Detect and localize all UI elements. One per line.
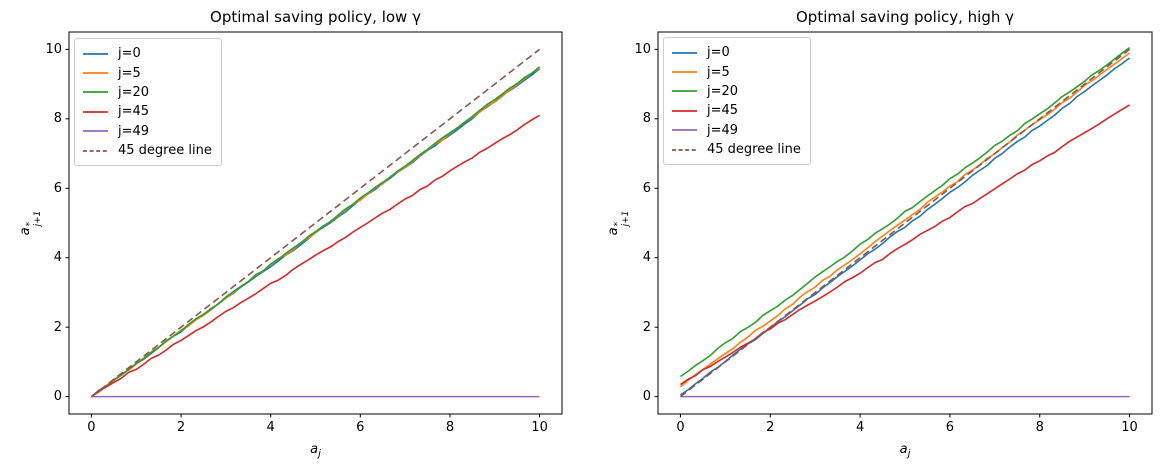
series-line-j-20 — [90, 66, 541, 398]
legend-swatch-line-icon — [83, 130, 108, 133]
x-tick-label: 4 — [855, 420, 865, 435]
legend-swatch-line-icon — [672, 71, 697, 73]
x-tick-label: 10 — [531, 420, 548, 435]
y-tick-label: 4 — [53, 250, 62, 266]
y-tick-label: 6 — [642, 180, 651, 196]
y-tick-label: 10 — [45, 41, 62, 57]
left-subplot-title: Optimal saving policy, low γ — [210, 8, 421, 26]
legend-swatch-line-icon — [672, 148, 697, 151]
series-line-45-degree-line — [90, 48, 541, 398]
left-xaxis-label: aj — [310, 442, 321, 460]
series-line-45-degree-line — [679, 48, 1131, 398]
legend-swatch-line-icon — [83, 111, 108, 113]
right-subplot-title: Optimal saving policy, high γ — [795, 8, 1014, 26]
legend-item-j-0: j=0 — [672, 43, 801, 62]
y-tick-label: 2 — [642, 319, 651, 335]
legend-label: j=20 — [707, 83, 739, 99]
legend-swatch-line-icon — [83, 72, 108, 74]
legend-swatch-line-icon — [83, 149, 108, 152]
left-legend: j=0 j=5 j=20 j=45 j=49 45 degree line — [74, 38, 222, 167]
x-tick-label: 10 — [1121, 420, 1138, 435]
y-tick-label: 0 — [53, 389, 62, 405]
y-tick-label: 8 — [53, 111, 62, 127]
legend-swatch-line-icon — [672, 129, 697, 132]
axes-spine — [657, 31, 1153, 415]
right-legend: j=0 j=5 j=20 j=45 j=49 45 degree line — [663, 37, 811, 166]
legend-label: 45 degree line — [118, 143, 212, 159]
left-yaxis-label: a * j+1 — [18, 210, 43, 236]
legend-label: j=5 — [707, 64, 730, 80]
legend-swatch-line-icon — [672, 90, 697, 93]
right-xaxis-label: aj — [899, 442, 911, 460]
legend-item-j-0: j=0 — [83, 44, 212, 63]
legend-item-j-49: j=49 — [672, 121, 801, 140]
legend-swatch-line-icon — [83, 91, 108, 94]
legend-swatch-line-icon — [672, 51, 697, 54]
legend-item-45-degree-line: 45 degree line — [83, 141, 212, 160]
x-tick-label: 2 — [766, 420, 775, 435]
legend-item-j-45: j=45 — [83, 102, 212, 121]
legend-label: j=0 — [707, 45, 730, 61]
legend-item-j-20: j=20 — [672, 82, 801, 101]
legend-item-45-degree-line: 45 degree line — [672, 140, 801, 159]
legend-label: 45 degree line — [707, 142, 801, 158]
legend-item-j-49: j=49 — [83, 122, 212, 141]
x-tick-label: 6 — [945, 420, 955, 435]
legend-label: j=5 — [118, 65, 141, 81]
legend-item-j-5: j=5 — [83, 63, 212, 82]
series-line-j-45 — [90, 114, 540, 398]
right-yaxis-label: a * j+1 — [606, 210, 631, 236]
y-tick-label: 4 — [642, 250, 651, 266]
y-tick-label: 6 — [53, 180, 62, 196]
legend-label: j=45 — [707, 103, 739, 119]
x-tick-label: 8 — [445, 420, 455, 435]
series-line-j-5 — [679, 52, 1131, 388]
legend-item-j-5: j=5 — [672, 62, 801, 81]
x-tick-label: 0 — [87, 420, 96, 435]
y-tick-label: 10 — [634, 41, 651, 57]
x-tick-label: 8 — [1035, 420, 1044, 435]
legend-item-j-20: j=20 — [83, 83, 212, 102]
x-tick-label: 6 — [356, 420, 365, 435]
series-line-j-20 — [680, 46, 1131, 378]
legend-swatch-line-icon — [672, 110, 697, 112]
legend-label: j=20 — [118, 84, 150, 100]
axes-spine — [68, 31, 563, 415]
x-tick-label: 4 — [266, 420, 275, 435]
legend-swatch-line-icon — [83, 52, 108, 55]
y-tick-label: 2 — [53, 319, 62, 335]
x-tick-label: 2 — [176, 420, 186, 435]
legend-label: j=49 — [707, 122, 739, 138]
legend-label: j=45 — [118, 104, 150, 120]
y-tick-label: 0 — [642, 389, 651, 405]
legend-label: j=49 — [118, 123, 150, 139]
x-tick-label: 0 — [676, 420, 685, 435]
legend-item-j-45: j=45 — [672, 101, 801, 120]
legend-label: j=0 — [118, 46, 141, 62]
y-tick-label: 8 — [642, 111, 651, 127]
